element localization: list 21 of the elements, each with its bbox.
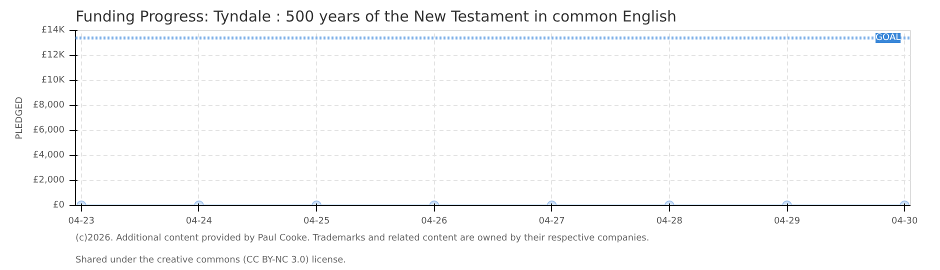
- ref-line-label: GOAL: [876, 33, 901, 43]
- y-tick-label: £14K: [41, 26, 66, 36]
- y-tick-label: £2,000: [33, 176, 65, 186]
- y-tick-label: £0: [53, 200, 65, 210]
- x-tick-label: 04-25: [304, 216, 330, 226]
- y-axis-title: PLEDGED: [15, 96, 26, 140]
- x-tick-label: 04-28: [656, 216, 683, 226]
- chart-title: Funding Progress: Tyndale : 500 years of the New Testament in common English: [76, 8, 677, 26]
- x-tick-label: 04-30: [892, 216, 918, 226]
- y-tick-label: £6,000: [33, 126, 65, 136]
- x-tick-label: 04-23: [68, 216, 94, 226]
- x-tick-label: 04-29: [774, 216, 800, 226]
- x-tick-label: 04-26: [421, 216, 448, 226]
- y-tick-label: £8,000: [33, 100, 65, 110]
- x-tick-label: 04-24: [186, 216, 212, 226]
- x-tick-label: 04-27: [538, 216, 565, 226]
- y-tick-label: £12K: [41, 50, 66, 60]
- text: Shared under the creative commons (CC BY-NC 3.0) license.: [76, 256, 346, 266]
- y-tick-label: £4,000: [33, 150, 65, 160]
- y-tick-label: £10K: [41, 76, 66, 86]
- text: (c)2026. Additional content provided by Paul Cooke. Trademarks and related content are owned by their respective companies.: [76, 234, 650, 244]
